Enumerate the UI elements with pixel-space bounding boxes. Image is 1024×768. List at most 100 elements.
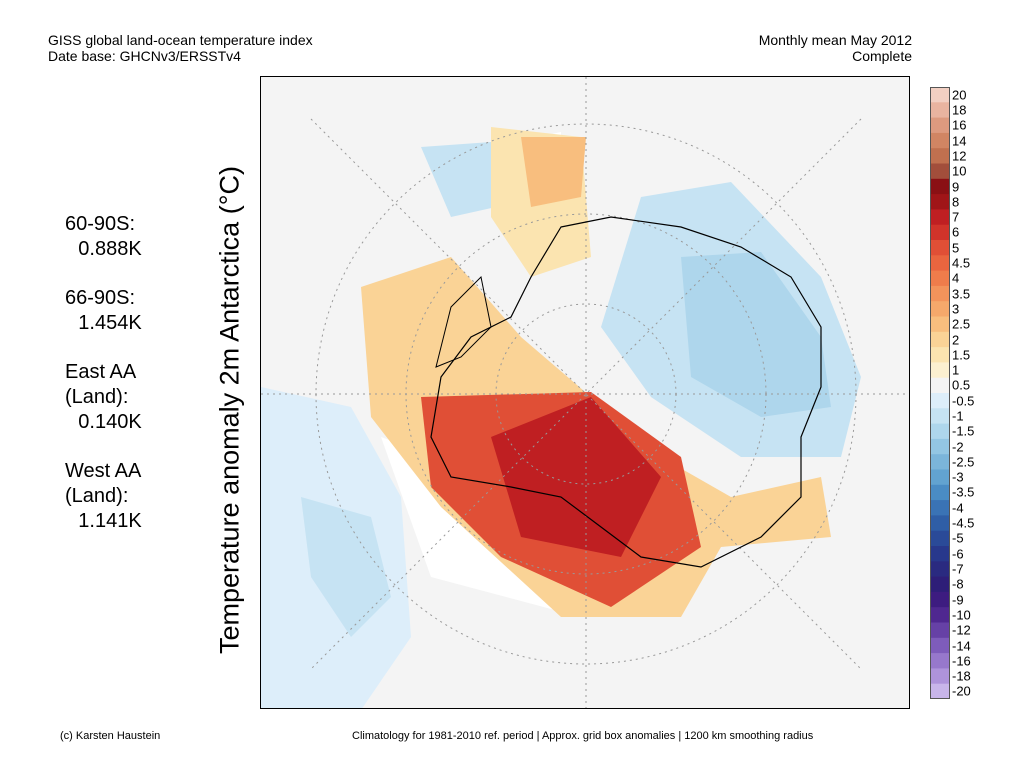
- title-line-1: GISS global land-ocean temperature index: [48, 32, 313, 48]
- stat-value: 1.454K: [78, 312, 142, 334]
- colorbar-tick-label: 10: [952, 163, 967, 179]
- colorbar-tick-label: -18: [952, 668, 971, 684]
- anomaly-cool-west-core: [301, 497, 391, 637]
- colorbar-swatch: [930, 438, 950, 455]
- colorbar-swatch: [930, 132, 950, 149]
- colorbar-swatch: [930, 117, 950, 134]
- stat-west-aa: West AA (Land): 1.141K: [40, 459, 180, 534]
- stat-label: West AA: [65, 460, 142, 482]
- colorbar-swatch: [930, 194, 950, 210]
- graticule: [261, 77, 909, 708]
- colorbar: [930, 87, 950, 699]
- colorbar-tick-label: 6: [952, 224, 960, 240]
- peninsula-coastline: [435, 275, 492, 368]
- colorbar-tick-label: -5: [952, 530, 964, 546]
- colorbar-tick-label: 7: [952, 209, 960, 225]
- stat-value: 1.141K: [78, 510, 142, 532]
- colorbar-tick-label: 1: [952, 362, 960, 378]
- colorbar-tick-label: 0.5: [952, 377, 971, 393]
- colorbar-swatch: [930, 331, 950, 348]
- colorbar-swatch: [930, 163, 950, 180]
- colorbar-labels: 20 18 16 14 12 10 9 8 7 6 5 4.5 4 3.5 3 2.5 2 1.5 1 0.5 -0.5…: [952, 87, 1012, 699]
- stat-value: 0.888K: [78, 238, 142, 260]
- stat-label: 66-90S:: [65, 287, 136, 309]
- colorbar-tick-label: 14: [952, 133, 967, 149]
- colorbar-tick-label: 2: [952, 332, 960, 347]
- stat-60-90s: 60-90S: 0.888K: [40, 212, 180, 262]
- colorbar-swatch: [930, 469, 950, 486]
- colorbar-tick-label: -0.5: [952, 393, 975, 409]
- colorbar-swatch: [930, 637, 950, 654]
- colorbar-swatch: [930, 484, 950, 501]
- map-title: GISS global land-ocean temperature index…: [48, 32, 313, 64]
- colorbar-tick-label: -12: [952, 622, 971, 638]
- colorbar-tick-label: -4.5: [952, 515, 975, 531]
- stat-label: (Land):: [65, 485, 129, 507]
- stat-value: 0.140K: [78, 411, 142, 433]
- period-line-2: Complete: [852, 48, 912, 64]
- colorbar-tick-label: -3.5: [952, 484, 975, 500]
- colorbar-swatch: [930, 408, 950, 425]
- colorbar-swatch: [930, 240, 950, 256]
- title-line-2: Date base: GHCNv3/ERSSTv4: [48, 48, 241, 64]
- anomaly-cool-north: [421, 142, 496, 217]
- period-info: Monthly mean May 2012 Complete: [759, 32, 912, 64]
- colorbar-tick-label: -2: [952, 439, 964, 455]
- colorbar-tick-label: -8: [952, 576, 964, 592]
- colorbar-swatch: [930, 576, 950, 593]
- colorbar-tick-label: -3: [952, 469, 964, 485]
- colorbar-tick-label: 12: [952, 148, 967, 164]
- colorbar-tick-label: -16: [952, 653, 971, 669]
- colorbar-swatch: [930, 546, 950, 562]
- colorbar-swatch: [930, 515, 950, 532]
- colorbar-swatch: [930, 87, 950, 103]
- colorbar-swatch: [930, 178, 950, 195]
- stat-66-90s: 66-90S: 1.454K: [40, 286, 180, 336]
- colorbar-swatch: [930, 607, 950, 623]
- colorbar-swatch: [930, 209, 950, 226]
- colorbar-tick-label: 1.5: [952, 347, 971, 363]
- colorbar-tick-label: -1: [952, 408, 964, 424]
- anomaly-warm-north-core: [521, 137, 586, 207]
- stat-label: East AA: [65, 361, 137, 383]
- colorbar-swatch: [930, 683, 950, 699]
- colorbar-tick-label: 16: [952, 117, 967, 133]
- anomaly-map-svg: [261, 77, 909, 708]
- colorbar-swatch: [930, 500, 950, 516]
- colorbar-swatch: [930, 347, 950, 363]
- stat-label: (Land):: [65, 386, 129, 408]
- colorbar-swatch: [930, 285, 950, 302]
- colorbar-swatches: [930, 87, 950, 699]
- colorbar-tick-label: -1.5: [952, 423, 975, 439]
- colorbar-swatch: [930, 377, 950, 394]
- colorbar-tick-label: -6: [952, 546, 964, 562]
- colorbar-tick-label: -14: [952, 638, 971, 653]
- colorbar-tick-label: -20: [952, 683, 971, 699]
- colorbar-tick-label: -2.5: [952, 454, 975, 470]
- colorbar-tick-label: 3.5: [952, 286, 971, 302]
- polar-map: [260, 76, 910, 709]
- regional-stats: 60-90S: 0.888K 66-90S: 1.454K East AA (L…: [40, 212, 180, 558]
- colorbar-tick-label: -10: [952, 607, 971, 623]
- stat-east-aa: East AA (Land): 0.140K: [40, 360, 180, 435]
- colorbar-tick-label: 3: [952, 301, 960, 317]
- colorbar-swatch: [930, 653, 950, 669]
- colorbar-swatch: [930, 102, 950, 119]
- colorbar-swatch: [930, 148, 950, 164]
- colorbar-swatch: [930, 362, 950, 379]
- colorbar-tick-label: 9: [952, 179, 960, 194]
- footnote: Climatology for 1981-2010 ref. period | …: [352, 730, 814, 742]
- colorbar-swatch: [930, 316, 950, 333]
- anomaly-hot-core: [491, 397, 661, 557]
- colorbar-swatch: [930, 393, 950, 409]
- credit: (c) Karsten Haustein: [60, 730, 161, 742]
- colorbar-swatch: [930, 224, 950, 241]
- colorbar-tick-label: 4: [952, 270, 960, 286]
- colorbar-tick-label: 5: [952, 240, 960, 256]
- colorbar-tick-label: 8: [952, 194, 960, 210]
- colorbar-tick-label: -9: [952, 592, 964, 608]
- colorbar-swatch: [930, 301, 950, 317]
- colorbar-swatch: [930, 454, 950, 470]
- colorbar-swatch: [930, 270, 950, 287]
- colorbar-swatch: [930, 591, 950, 608]
